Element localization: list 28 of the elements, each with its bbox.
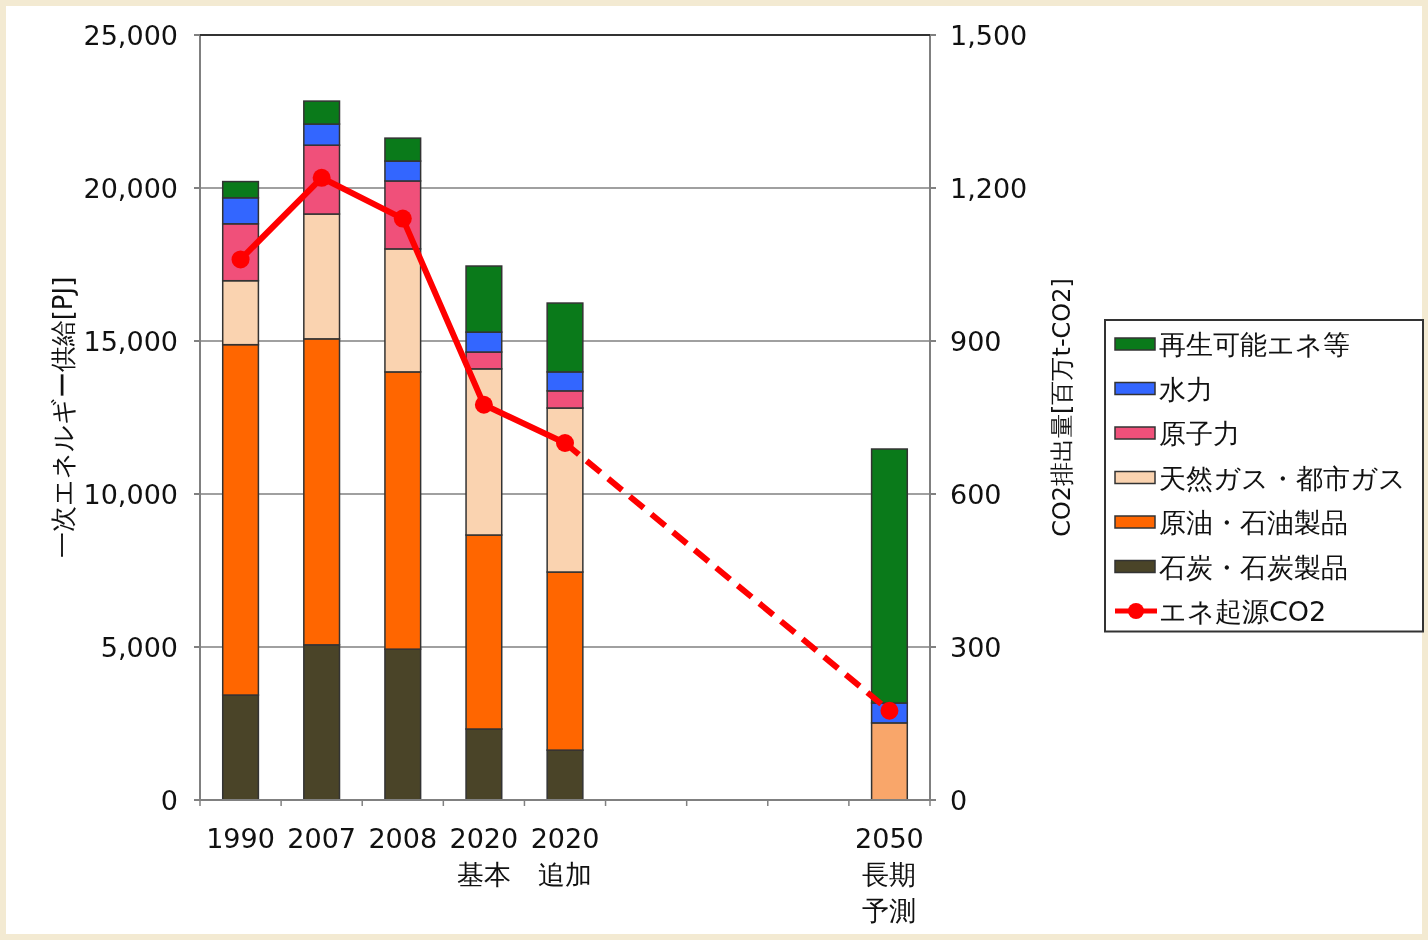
x-tick-label: 2008 [368,823,438,854]
x-tick-label: 2007 [287,823,357,854]
y-tick-label: 0 [160,785,178,816]
y2-tick-label: 0 [950,785,968,816]
x-tick-label: 2020 追加 [530,823,600,890]
legend-label: 天然ガス・都市ガス [1159,462,1406,494]
y-axis-title: 一次エネルギー供給[PJ] [48,276,78,559]
y2-tick-label: 900 [950,326,1002,357]
point [474,395,493,414]
y-tick-label: 20,000 [83,173,178,204]
y2-tick-label: 1,200 [950,173,1028,204]
x-tick-label: 2050 長期予測 [855,823,924,926]
legend-label: 再生可能エネ等 [1159,329,1350,360]
legend-label: 水力 [1159,373,1213,405]
y2-tick-label: 1,500 [950,20,1028,51]
y-tick-label: 10,000 [83,479,178,510]
legend-label: 原油・石油製品 [1159,507,1348,538]
legend-label: 原子力 [1159,418,1240,449]
y2-tick-label: 300 [950,632,1002,663]
y2-axis-title: CO2排出量[百万t-CO2] [1048,278,1076,537]
legend-label: エネ起源CO2 [1159,596,1327,627]
y2-tick-label: 600 [950,479,1002,510]
y-tick-label: 25,000 [83,20,178,51]
x-tick-label: 1990 [206,823,275,854]
y-tick-label: 5,000 [100,632,178,663]
x-tick-label: 2020 基本 [449,823,519,890]
y-tick-label: 15,000 [83,326,178,357]
legend-label: 石炭・石炭製品 [1159,551,1348,583]
